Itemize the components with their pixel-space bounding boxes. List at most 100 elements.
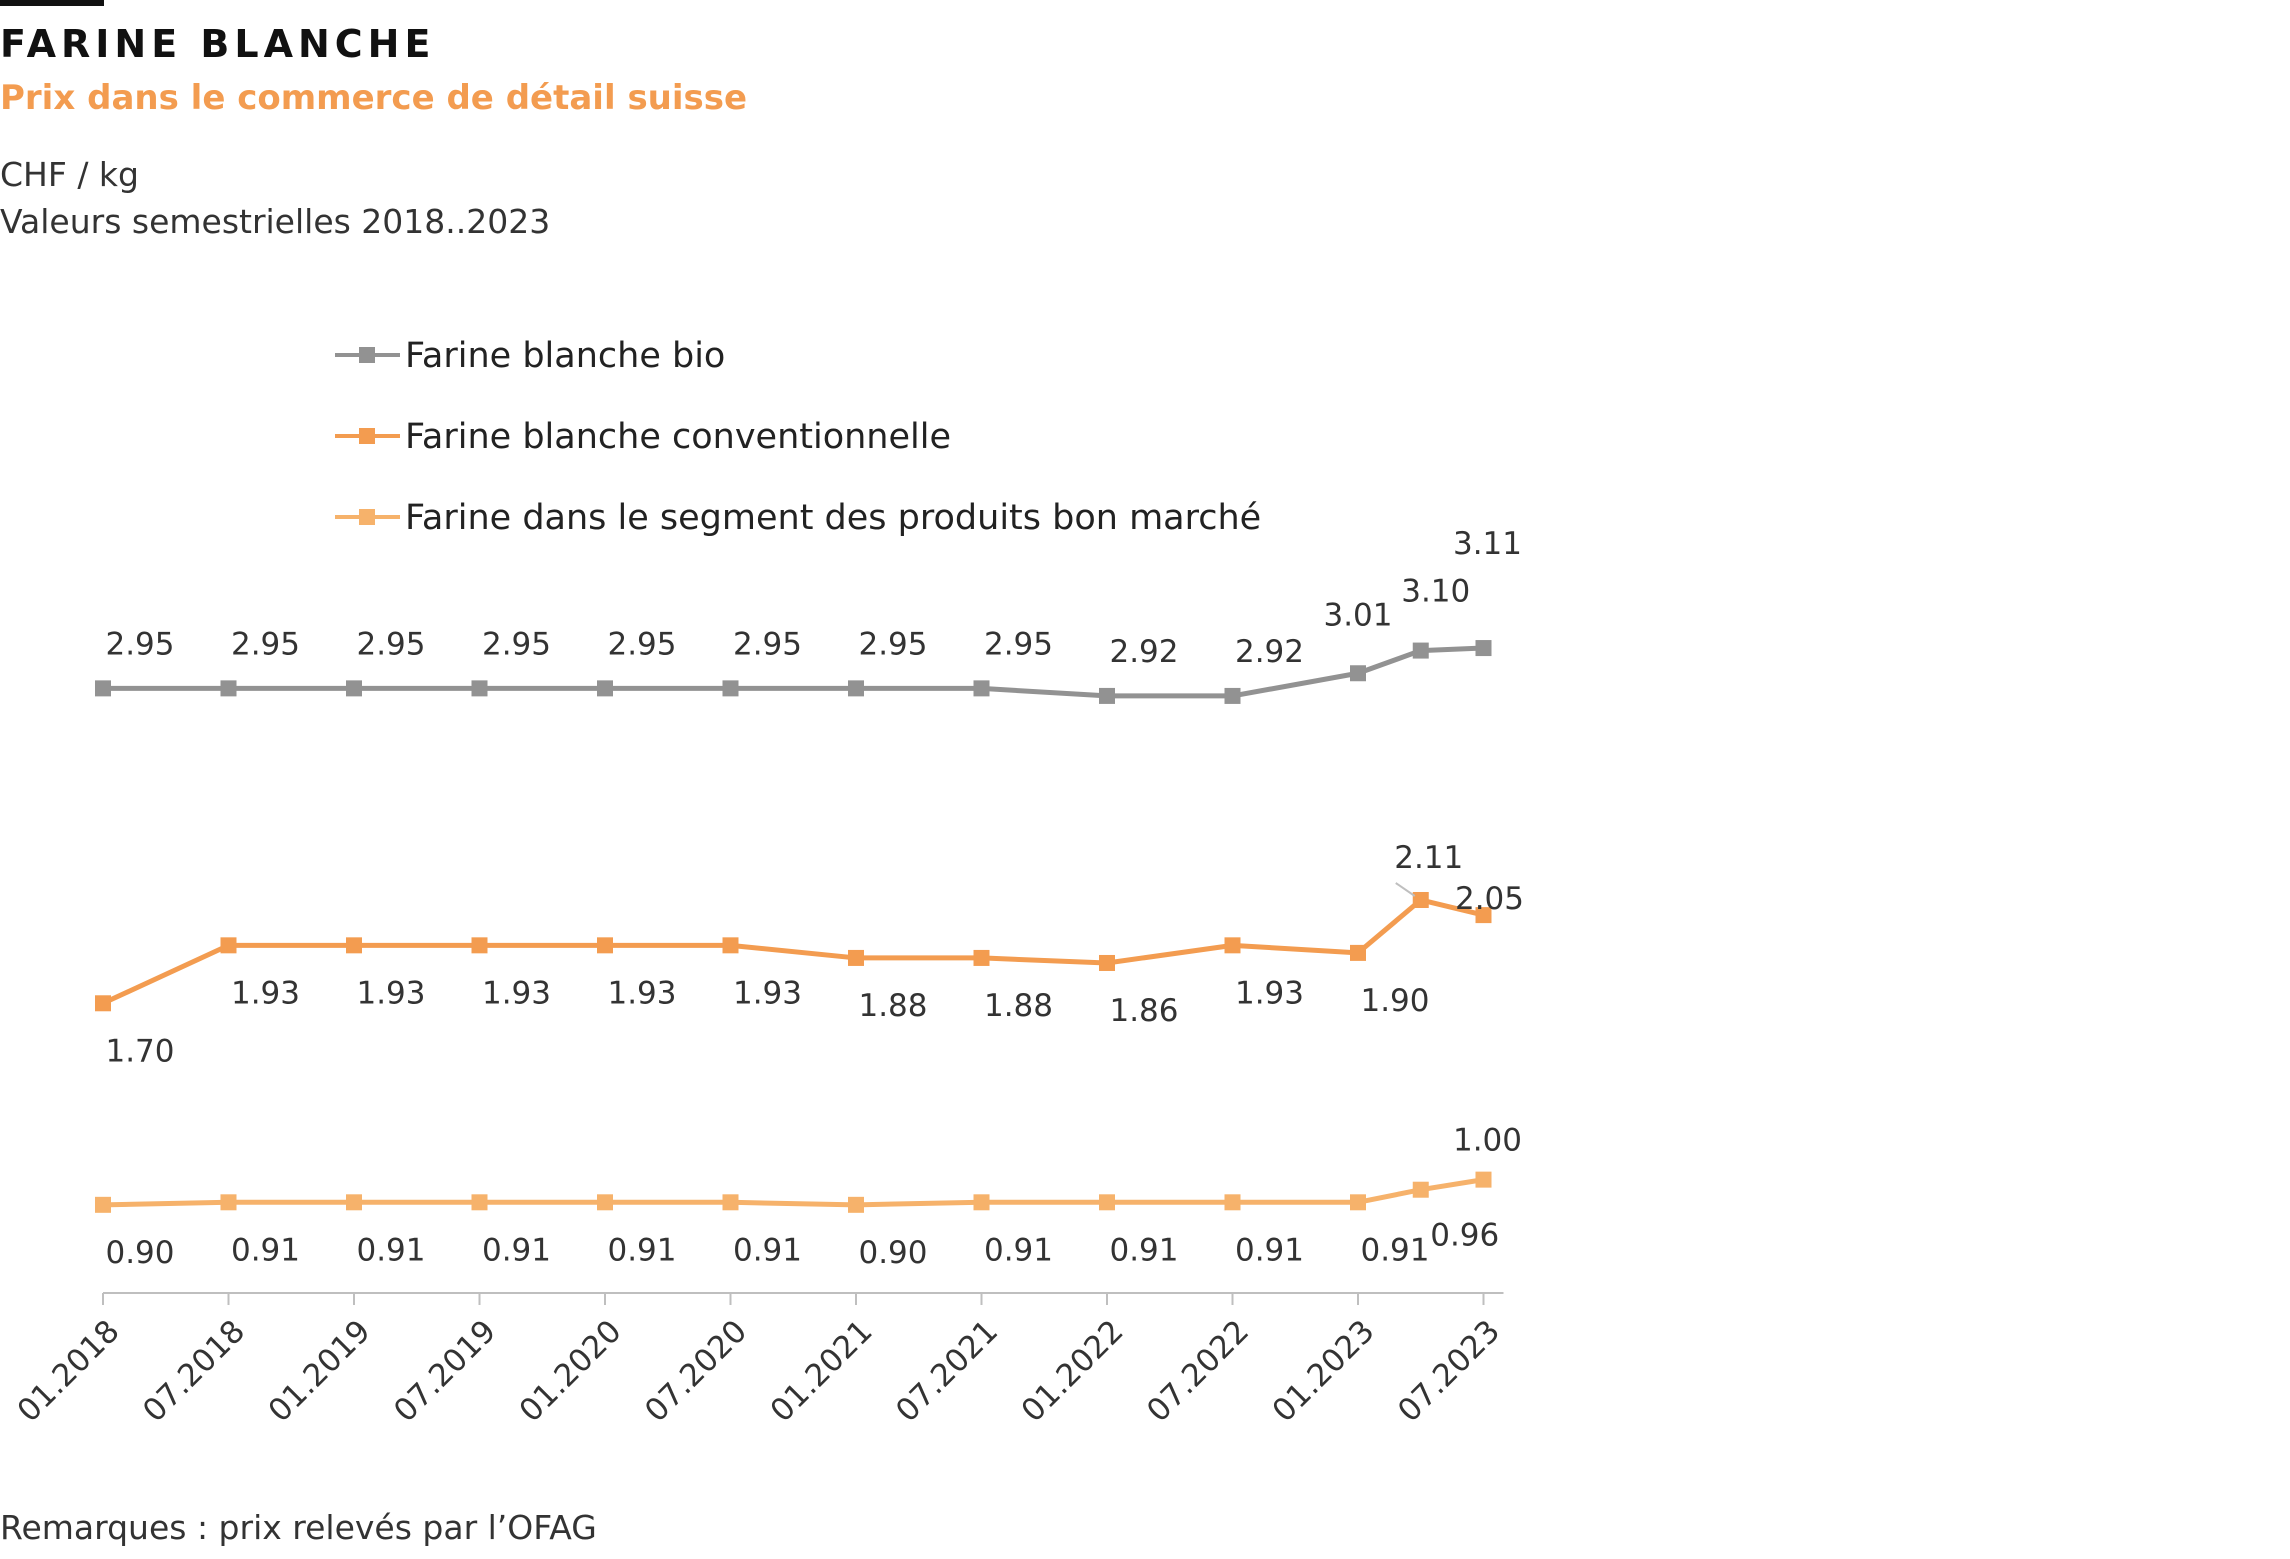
legend-label: Farine dans le segment des produits bon … bbox=[405, 498, 1261, 538]
series-1: 2.95 2.95 2.95 2.95 2.95 2.95 2.95 2.95 2.92 2.92… bbox=[95, 526, 1522, 704]
data-label: 0.91 bbox=[356, 1232, 425, 1268]
x-tick-label: 07.2018 bbox=[136, 1313, 252, 1429]
x-tick-label: 07.2022 bbox=[1140, 1313, 1256, 1429]
data-label: 0.90 bbox=[858, 1235, 927, 1271]
data-label: 1.88 bbox=[858, 988, 927, 1024]
chart-subtitle: Prix dans le commerce de détail suisse bbox=[0, 78, 748, 118]
data-label: 1.86 bbox=[1109, 993, 1178, 1029]
data-label: 2.05 bbox=[1455, 881, 1524, 917]
data-label: 1.88 bbox=[984, 988, 1053, 1024]
data-point bbox=[1099, 687, 1115, 704]
data-point bbox=[220, 680, 237, 697]
data-label: 1.93 bbox=[356, 975, 425, 1011]
data-point bbox=[722, 937, 739, 954]
data-label: 1.93 bbox=[231, 975, 300, 1011]
data-point bbox=[597, 937, 613, 954]
data-point bbox=[95, 1196, 111, 1213]
data-label: 2.95 bbox=[733, 626, 802, 662]
data-label: 1.70 bbox=[105, 1033, 174, 1069]
data-label: 2.95 bbox=[482, 626, 551, 662]
data-label: 1.90 bbox=[1360, 983, 1429, 1019]
data-point bbox=[346, 1194, 362, 1211]
data-label: 0.91 bbox=[1109, 1232, 1178, 1268]
data-point bbox=[1099, 954, 1115, 971]
data-point bbox=[973, 680, 990, 697]
data-label: 2.95 bbox=[231, 626, 300, 662]
series-layer: 2.95 2.95 2.95 2.95 2.95 2.95 2.95 2.95 2.92 2.92… bbox=[95, 526, 1524, 1271]
title-accent-bar bbox=[0, 0, 104, 6]
data-point bbox=[471, 680, 488, 697]
data-label: 2.95 bbox=[356, 626, 425, 662]
data-point bbox=[346, 937, 362, 954]
data-point bbox=[346, 680, 362, 697]
data-label: 1.93 bbox=[607, 975, 676, 1011]
data-label: 0.91 bbox=[1235, 1232, 1304, 1268]
data-label: 0.90 bbox=[105, 1235, 174, 1271]
data-point bbox=[597, 680, 613, 697]
data-label: 0.91 bbox=[984, 1232, 1053, 1268]
line-chart: Farine blanche bio Farine blanche convent… bbox=[11, 336, 1524, 1429]
data-point bbox=[973, 1194, 990, 1211]
data-label: 0.91 bbox=[231, 1232, 300, 1268]
data-label: 2.92 bbox=[1109, 634, 1178, 670]
data-point bbox=[471, 937, 488, 954]
data-point bbox=[1475, 640, 1492, 657]
series-3: 0.90 0.91 0.91 0.91 0.91 0.91 0.90 0.91 0.91 0.91… bbox=[95, 1123, 1522, 1271]
data-label: 2.11 bbox=[1394, 840, 1463, 876]
data-point bbox=[722, 680, 739, 697]
data-point bbox=[848, 1196, 864, 1213]
data-point bbox=[220, 937, 237, 954]
data-point bbox=[1224, 937, 1241, 954]
period-label: Valeurs semestrielles 2018..2023 bbox=[0, 202, 551, 241]
data-point bbox=[1412, 891, 1429, 908]
legend-marker bbox=[359, 509, 375, 525]
series-line bbox=[102, 1177, 1484, 1208]
x-tick-label: 01.2020 bbox=[513, 1313, 629, 1429]
data-point bbox=[1412, 642, 1429, 659]
data-label: 3.10 bbox=[1401, 574, 1470, 610]
data-point bbox=[848, 949, 864, 966]
data-label: 1.93 bbox=[1235, 975, 1304, 1011]
legend-item: Farine blanche bio bbox=[335, 336, 725, 376]
data-point bbox=[1224, 687, 1241, 704]
legend-label: Farine blanche bio bbox=[405, 336, 725, 376]
legend: Farine blanche bio Farine blanche convent… bbox=[335, 336, 1261, 538]
data-point bbox=[1350, 1194, 1366, 1211]
x-tick-label: 01.2018 bbox=[11, 1313, 127, 1429]
data-label: 3.11 bbox=[1453, 526, 1522, 562]
footnote: Remarques : prix relevés par l’OFAG bbox=[0, 1508, 597, 1547]
data-point bbox=[1475, 1171, 1492, 1188]
data-label: 2.95 bbox=[984, 626, 1053, 662]
data-point bbox=[95, 995, 111, 1012]
data-point bbox=[1224, 1194, 1241, 1211]
x-tick-label: 07.2023 bbox=[1391, 1313, 1507, 1429]
data-point bbox=[1475, 907, 1492, 924]
data-label: 0.91 bbox=[607, 1232, 676, 1268]
data-label: 0.91 bbox=[482, 1232, 551, 1268]
x-tick-label: 01.2019 bbox=[262, 1313, 378, 1429]
data-label: 2.95 bbox=[858, 626, 927, 662]
data-label: 1.93 bbox=[733, 975, 802, 1011]
data-point bbox=[597, 1194, 613, 1211]
legend-marker bbox=[359, 428, 375, 444]
label-leader-line bbox=[1395, 882, 1416, 897]
data-label: 2.95 bbox=[607, 626, 676, 662]
data-point bbox=[722, 1194, 739, 1211]
chart-title: FARINE BLANCHE bbox=[0, 22, 436, 66]
data-point bbox=[95, 680, 111, 697]
x-tick-label: 01.2021 bbox=[764, 1313, 880, 1429]
x-tick-label: 07.2021 bbox=[889, 1313, 1005, 1429]
data-label: 3.01 bbox=[1323, 597, 1392, 633]
data-point bbox=[1350, 944, 1366, 961]
data-point bbox=[471, 1194, 488, 1211]
legend-item: Farine dans le segment des produits bon … bbox=[335, 498, 1261, 538]
data-point bbox=[1350, 665, 1366, 682]
data-label: 0.96 bbox=[1430, 1218, 1499, 1254]
data-label: 0.91 bbox=[733, 1232, 802, 1268]
series-2: 1.70 1.93 1.93 1.93 1.93 1.93 1.88 1.88 1.86 1.93… bbox=[95, 840, 1524, 1069]
data-label: 1.93 bbox=[482, 975, 551, 1011]
legend-item: Farine blanche conventionnelle bbox=[335, 417, 951, 457]
x-tick-label: 07.2019 bbox=[387, 1313, 503, 1429]
data-point bbox=[1412, 1181, 1429, 1198]
data-label: 2.95 bbox=[105, 626, 174, 662]
